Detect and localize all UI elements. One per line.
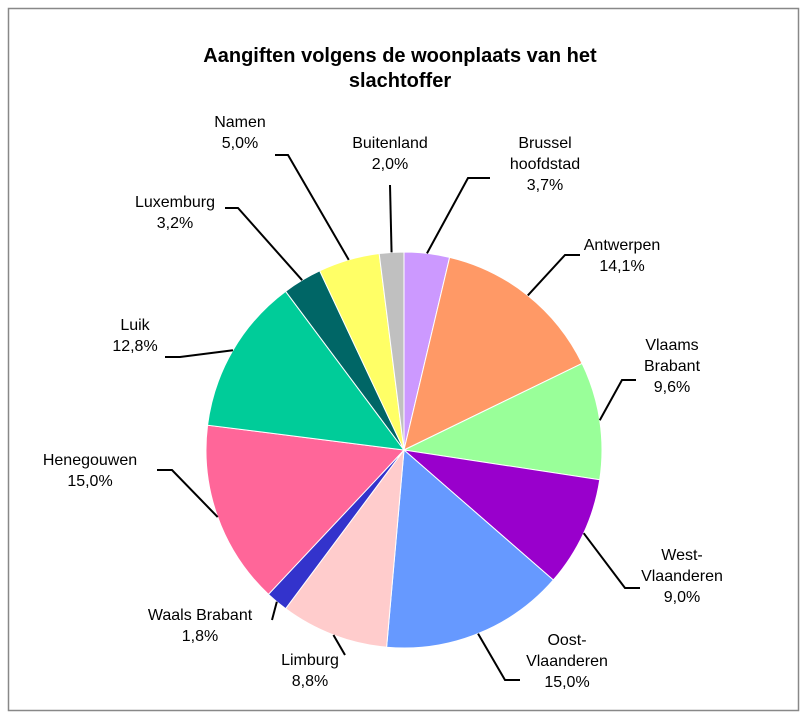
slice-label: Oost-Vlaanderen bbox=[526, 632, 608, 670]
value-label: 15,0% bbox=[544, 674, 589, 691]
leader-line bbox=[271, 601, 278, 621]
chart-title: Aangiften volgens de woonplaats van het s… bbox=[203, 45, 597, 92]
value-label: 9,0% bbox=[664, 589, 700, 606]
slice-label: Antwerpen bbox=[584, 237, 661, 254]
leader-line bbox=[332, 634, 346, 656]
value-label: 3,2% bbox=[157, 215, 193, 232]
leader-line bbox=[275, 154, 350, 261]
value-label: 12,8% bbox=[112, 338, 157, 355]
value-label: 5,0% bbox=[222, 135, 258, 152]
value-label: 3,7% bbox=[527, 177, 563, 194]
slice-label: Luik bbox=[120, 317, 150, 334]
value-label: 15,0% bbox=[67, 473, 112, 490]
pie-slice bbox=[402, 362, 603, 481]
value-label: 1,8% bbox=[182, 628, 218, 645]
leader-line bbox=[389, 184, 393, 253]
leader-line bbox=[426, 177, 490, 254]
value-label: 8,8% bbox=[292, 673, 328, 690]
pie-slice bbox=[403, 256, 583, 451]
slice-label: Luxemburg bbox=[135, 194, 215, 211]
leader-line bbox=[157, 469, 219, 518]
value-label: 2,0% bbox=[372, 156, 408, 173]
slice-label: West-Vlaanderen bbox=[641, 547, 723, 585]
leader-line bbox=[582, 532, 640, 589]
slice-label: Brussel hoofdstad bbox=[510, 135, 580, 173]
slice-label: Henegouwen bbox=[43, 452, 137, 469]
slice-label: Limburg bbox=[281, 652, 339, 669]
leader-line bbox=[527, 254, 580, 297]
slice-label: Waals Brabant bbox=[148, 607, 253, 624]
slice-label: Buitenland bbox=[352, 135, 428, 152]
slice-label: Namen bbox=[214, 114, 266, 131]
pie-slice bbox=[284, 448, 405, 648]
slice-label: Vlaams Brabant bbox=[644, 337, 701, 375]
leader-line bbox=[225, 207, 303, 281]
leader-line bbox=[598, 379, 636, 421]
pie-slice bbox=[205, 424, 406, 596]
leader-line bbox=[477, 633, 520, 681]
pie-slice bbox=[386, 448, 555, 649]
value-label: 9,6% bbox=[654, 379, 690, 396]
leader-line bbox=[165, 349, 234, 358]
value-label: 14,1% bbox=[599, 258, 644, 275]
